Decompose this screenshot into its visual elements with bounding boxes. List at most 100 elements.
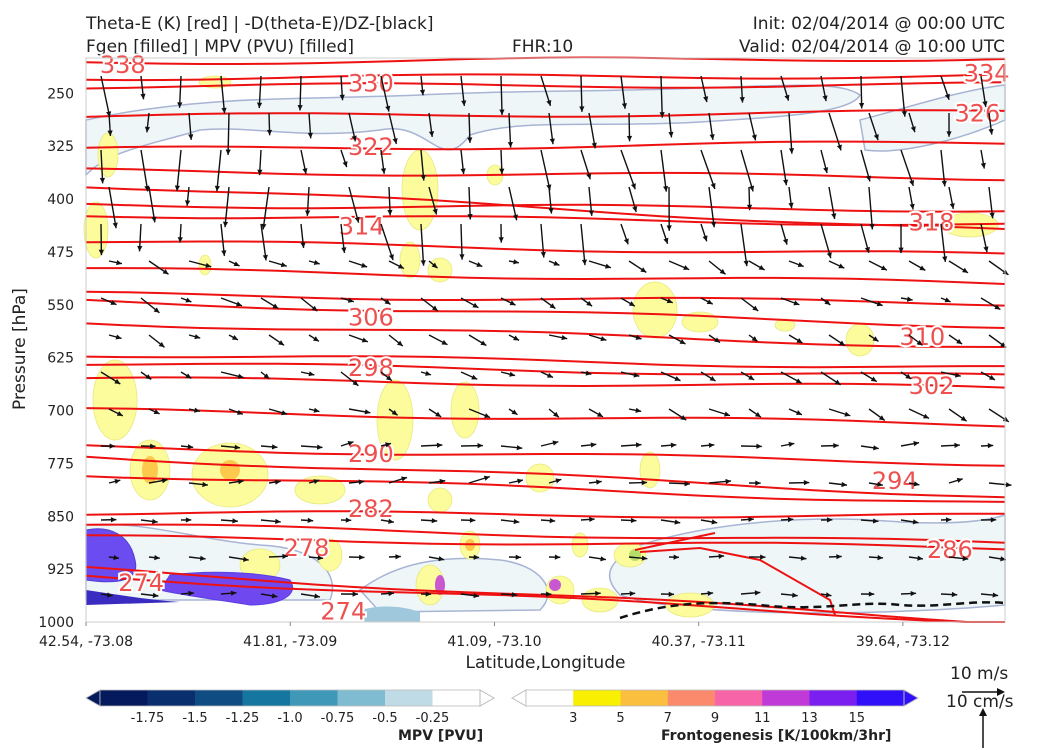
wind-vector-head bbox=[586, 300, 593, 307]
wind-vector-head bbox=[342, 161, 348, 168]
wind-vector-head bbox=[242, 556, 249, 562]
mpv-colorbar-segment-5 bbox=[337, 690, 386, 706]
wind-vector-head bbox=[702, 235, 708, 242]
fgen-region-4 bbox=[399, 241, 421, 279]
wind-vector bbox=[788, 112, 793, 154]
wind-vector-head bbox=[836, 144, 842, 151]
wind-vector-head bbox=[467, 214, 473, 220]
wind-vector-head bbox=[666, 225, 672, 231]
wind-vector-head bbox=[596, 411, 603, 417]
wind-vector bbox=[660, 149, 667, 192]
wind-vector-head bbox=[994, 304, 1001, 310]
mpv-colorbar-segment-6 bbox=[385, 690, 433, 706]
mpv-colorbar-tick-4: -0.75 bbox=[321, 711, 355, 726]
wind-vector-head bbox=[916, 340, 923, 346]
wind-vector-head bbox=[307, 517, 314, 524]
wind-vector-head bbox=[351, 135, 357, 142]
wind-vector-head bbox=[956, 477, 963, 483]
mpv-region-upper-left bbox=[85, 84, 861, 177]
wind-vector-head bbox=[473, 592, 480, 599]
wind-vector-head bbox=[912, 519, 919, 525]
mpv-negative-patch bbox=[360, 606, 420, 622]
wind-vector-head bbox=[683, 265, 690, 270]
wind-vector-head bbox=[668, 591, 675, 597]
wind-vector-head bbox=[151, 216, 157, 223]
x-tick-label-0: 42.54, -73.08 bbox=[39, 634, 133, 650]
wind-vector-head bbox=[752, 305, 759, 311]
wind-vector-head bbox=[782, 238, 788, 245]
wind-vector-head bbox=[838, 263, 845, 269]
y-tick-label-925: 925 bbox=[47, 562, 74, 578]
theta-e-contour-14 bbox=[85, 355, 1005, 369]
wind-vector bbox=[620, 149, 636, 190]
wind-vector-head bbox=[635, 442, 642, 448]
wind-vector bbox=[148, 186, 156, 223]
wind-vector-head bbox=[364, 409, 371, 415]
wind-vector-head bbox=[202, 481, 208, 488]
wind-vector-head bbox=[354, 216, 360, 223]
wind-vector-head bbox=[709, 134, 715, 140]
wind-vector-head bbox=[115, 334, 122, 340]
wind-vector-head bbox=[960, 415, 967, 422]
wind-vector-head bbox=[476, 262, 483, 267]
wind-vector-head bbox=[633, 372, 640, 378]
wind-vector-head bbox=[711, 519, 718, 525]
wind-vector-head bbox=[515, 554, 522, 560]
wind-vector-head bbox=[983, 246, 989, 253]
wind-vector-head bbox=[233, 261, 240, 267]
wind-vector-head bbox=[684, 481, 690, 487]
wind-vector bbox=[460, 223, 463, 260]
theta-e-contour-18 bbox=[85, 444, 1006, 467]
theta-e-label-274-24: 274 bbox=[118, 569, 164, 597]
wind-vector-head bbox=[919, 265, 926, 271]
wind-vector-head bbox=[749, 185, 755, 192]
wind-vector-head bbox=[858, 103, 865, 109]
wind-vector-head bbox=[513, 335, 520, 341]
wind-vector-head bbox=[311, 305, 318, 312]
wind-vector-head bbox=[257, 169, 263, 176]
wind-vector-head bbox=[825, 592, 832, 598]
wind-vector-head bbox=[275, 518, 281, 525]
wind-vector-head bbox=[282, 553, 288, 559]
wind-vector-head bbox=[906, 296, 913, 302]
wind-vector-head bbox=[262, 254, 268, 261]
wind-vector-head bbox=[428, 131, 435, 137]
wind-vector-head bbox=[635, 407, 642, 413]
x-tick-label-1: 41.81, -73.09 bbox=[243, 634, 337, 650]
wind-vector-head bbox=[194, 334, 201, 340]
wind-vector-head bbox=[392, 138, 398, 144]
wind-vector-head bbox=[174, 185, 181, 191]
wind-vector-head bbox=[114, 478, 121, 485]
wind-vector-head bbox=[361, 262, 368, 268]
wind-vector-head bbox=[509, 300, 516, 306]
wind-vector-head bbox=[585, 370, 592, 376]
wind-vector-head bbox=[439, 478, 446, 485]
wind-vector-head bbox=[945, 517, 952, 523]
wind-vector-head bbox=[281, 410, 288, 416]
wind-vector bbox=[216, 149, 222, 192]
theta-e-label-330-2: 330 bbox=[348, 69, 394, 97]
wind-vector-head bbox=[724, 411, 730, 417]
ref-vector-horizontal-head bbox=[997, 688, 1005, 696]
wind-vector-head bbox=[949, 203, 955, 209]
wind-vector-head bbox=[865, 175, 871, 182]
wind-vector-head bbox=[760, 554, 766, 560]
wind-vector-head bbox=[472, 302, 479, 308]
wind-vector-head bbox=[339, 94, 345, 101]
wind-vector-head bbox=[388, 518, 394, 524]
wind-vector bbox=[828, 186, 836, 220]
wind-vector-head bbox=[989, 212, 995, 219]
wind-vector-head bbox=[839, 340, 845, 346]
wind-vector bbox=[868, 186, 874, 230]
wind-vector-head bbox=[836, 554, 842, 560]
theta-e-label-278-23: 278 bbox=[284, 534, 330, 562]
wind-vector-head bbox=[962, 267, 969, 273]
wind-vector-head bbox=[579, 106, 585, 112]
wind-vector bbox=[588, 112, 596, 149]
wind-vector-head bbox=[788, 441, 795, 447]
wind-vector-head bbox=[787, 516, 794, 523]
wind-vector-head bbox=[546, 372, 553, 378]
wind-vector bbox=[700, 149, 716, 190]
wind-vector-head bbox=[436, 442, 443, 448]
